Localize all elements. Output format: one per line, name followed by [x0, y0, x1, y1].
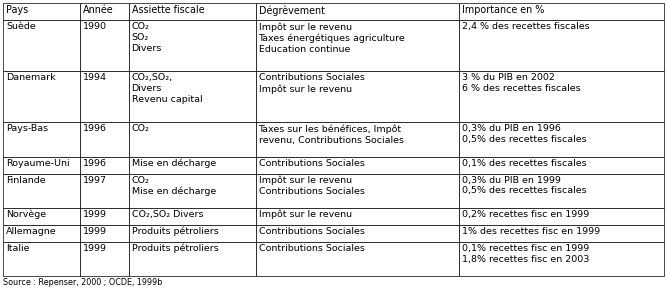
Text: Italie: Italie — [6, 244, 29, 253]
Text: CO₂
SO₂
Divers: CO₂ SO₂ Divers — [132, 22, 162, 53]
Bar — [3, 157, 81, 174]
Bar — [3, 3, 81, 20]
Bar — [459, 3, 664, 20]
Bar — [256, 242, 459, 276]
Text: Contributions Sociales: Contributions Sociales — [258, 159, 364, 168]
Text: Allemagne: Allemagne — [6, 227, 57, 236]
Text: Danemark: Danemark — [6, 73, 56, 82]
Text: Finlande: Finlande — [6, 176, 46, 185]
Bar — [81, 20, 129, 71]
Text: 1990: 1990 — [83, 22, 107, 31]
Bar — [129, 225, 256, 242]
Text: Produits pétroliers: Produits pétroliers — [132, 244, 218, 253]
Bar — [256, 3, 459, 20]
Bar — [256, 174, 459, 208]
Text: Assiette fiscale: Assiette fiscale — [132, 5, 204, 15]
Text: Année: Année — [83, 5, 114, 15]
Text: Pays: Pays — [6, 5, 28, 15]
Text: CO₂,SO₂,
Divers
Revenu capital: CO₂,SO₂, Divers Revenu capital — [132, 73, 202, 104]
Bar — [129, 208, 256, 225]
Bar — [81, 174, 129, 208]
Bar — [129, 123, 256, 157]
Bar — [3, 242, 81, 276]
Bar — [459, 174, 664, 208]
Text: Taxes sur les bénéfices, Impôt
revenu, Contributions Sociales: Taxes sur les bénéfices, Impôt revenu, C… — [258, 124, 404, 145]
Bar — [256, 123, 459, 157]
Bar — [256, 71, 459, 123]
Text: 0,1% recettes fisc en 1999
1,8% recettes fisc en 2003: 0,1% recettes fisc en 1999 1,8% recettes… — [462, 244, 589, 264]
Text: Impôt sur le revenu: Impôt sur le revenu — [258, 210, 352, 219]
Text: 2,4 % des recettes fiscales: 2,4 % des recettes fiscales — [462, 22, 589, 31]
Bar — [81, 208, 129, 225]
Text: 1999: 1999 — [83, 227, 107, 236]
Text: 0,3% du PIB en 1999
0,5% des recettes fiscales: 0,3% du PIB en 1999 0,5% des recettes fi… — [462, 176, 587, 195]
Text: 1999: 1999 — [83, 210, 107, 219]
Bar — [459, 157, 664, 174]
Bar — [459, 20, 664, 71]
Text: 1997: 1997 — [83, 176, 107, 185]
Bar — [81, 3, 129, 20]
Bar — [129, 157, 256, 174]
Bar — [3, 225, 81, 242]
Bar — [129, 174, 256, 208]
Text: 1996: 1996 — [83, 159, 107, 168]
Text: CO₂
Mise en décharge: CO₂ Mise en décharge — [132, 176, 216, 196]
Text: Source : Repenser, 2000 ; OCDE, 1999b: Source : Repenser, 2000 ; OCDE, 1999b — [3, 278, 163, 287]
Text: Norvège: Norvège — [6, 210, 46, 219]
Text: Pays-Bas: Pays-Bas — [6, 124, 48, 133]
Text: 0,3% du PIB en 1996
0,5% des recettes fiscales: 0,3% du PIB en 1996 0,5% des recettes fi… — [462, 124, 587, 144]
Bar — [3, 71, 81, 123]
Text: 1999: 1999 — [83, 244, 107, 253]
Bar — [129, 71, 256, 123]
Bar — [3, 20, 81, 71]
Bar — [81, 225, 129, 242]
Text: Importance en %: Importance en % — [462, 5, 545, 15]
Bar — [256, 157, 459, 174]
Text: Contributions Sociales: Contributions Sociales — [258, 244, 364, 253]
Bar — [81, 242, 129, 276]
Bar — [3, 123, 81, 157]
Bar — [81, 71, 129, 123]
Bar — [256, 225, 459, 242]
Bar — [129, 242, 256, 276]
Bar — [3, 174, 81, 208]
Text: Impôt sur le revenu
Contributions Sociales: Impôt sur le revenu Contributions Social… — [258, 176, 364, 196]
Bar — [459, 242, 664, 276]
Text: CO₂: CO₂ — [132, 124, 149, 133]
Bar — [256, 208, 459, 225]
Bar — [459, 208, 664, 225]
Text: Mise en décharge: Mise en décharge — [132, 159, 216, 168]
Text: Contributions Sociales: Contributions Sociales — [258, 227, 364, 236]
Text: Impôt sur le revenu
Taxes énergétiques agriculture
Education continue: Impôt sur le revenu Taxes énergétiques a… — [258, 22, 405, 54]
Bar — [81, 123, 129, 157]
Bar — [459, 71, 664, 123]
Text: 0,2% recettes fisc en 1999: 0,2% recettes fisc en 1999 — [462, 210, 589, 219]
Bar — [81, 157, 129, 174]
Text: Produits pétroliers: Produits pétroliers — [132, 227, 218, 236]
Bar — [459, 225, 664, 242]
Text: 0,1% des recettes fiscales: 0,1% des recettes fiscales — [462, 159, 587, 168]
Bar — [3, 208, 81, 225]
Text: 3 % du PIB en 2002
6 % des recettes fiscales: 3 % du PIB en 2002 6 % des recettes fisc… — [462, 73, 581, 93]
Text: Dégrèvement: Dégrèvement — [258, 5, 324, 15]
Text: 1996: 1996 — [83, 124, 107, 133]
Text: Contributions Sociales
Impôt sur le revenu: Contributions Sociales Impôt sur le reve… — [258, 73, 364, 94]
Text: CO₂,SO₂ Divers: CO₂,SO₂ Divers — [132, 210, 203, 219]
Bar — [256, 20, 459, 71]
Bar — [459, 123, 664, 157]
Text: 1994: 1994 — [83, 73, 107, 82]
Text: Royaume-Uni: Royaume-Uni — [6, 159, 70, 168]
Text: Suède: Suède — [6, 22, 36, 31]
Bar — [129, 20, 256, 71]
Bar — [129, 3, 256, 20]
Text: 1% des recettes fisc en 1999: 1% des recettes fisc en 1999 — [462, 227, 600, 236]
